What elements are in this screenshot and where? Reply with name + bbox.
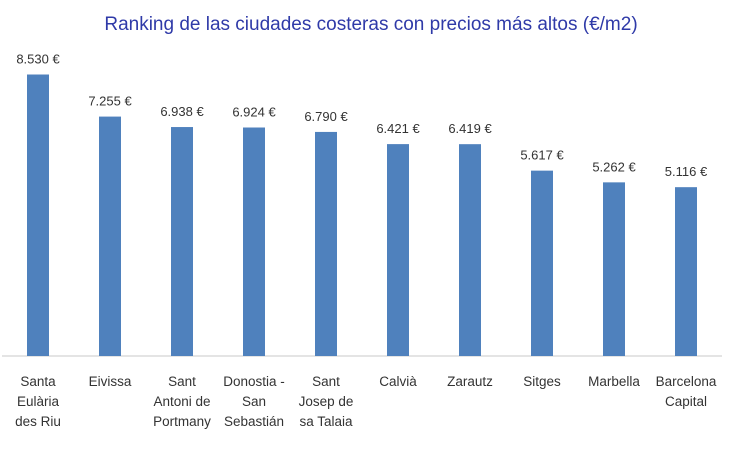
bar	[171, 127, 193, 357]
data-label: 6.419 €	[448, 121, 492, 136]
bar	[459, 144, 481, 356]
bar	[387, 144, 409, 356]
x-tick-label: Sant Josep de sa Talaia	[299, 374, 354, 429]
data-label: 8.530 €	[16, 52, 60, 67]
x-tick-label: Santa Eulària des Riu	[15, 374, 61, 429]
bar	[603, 182, 625, 356]
bar	[27, 74, 49, 356]
bar	[675, 187, 697, 356]
x-tick-label: Zarautz	[447, 374, 493, 389]
data-label: 6.790 €	[304, 109, 348, 124]
bar	[99, 116, 121, 357]
data-label: 5.617 €	[520, 148, 564, 163]
x-tick-label: Calvià	[379, 374, 417, 389]
data-label: 5.116 €	[665, 164, 708, 179]
x-tick-label: Sant Antoni de Portmany	[153, 374, 211, 429]
x-tick-label: Barcelona Capital	[656, 374, 717, 409]
data-label: 6.924 €	[232, 105, 276, 120]
bar	[315, 131, 337, 356]
data-label: 6.938 €	[160, 104, 204, 119]
data-label: 6.421 €	[376, 121, 420, 136]
bar	[531, 170, 553, 356]
chart-title: Ranking de las ciudades costeras con pre…	[104, 14, 638, 35]
data-label: 7.255 €	[88, 94, 132, 109]
x-tick-label: Donostia -San Sebastián	[223, 374, 285, 429]
x-tick-label: Marbella	[588, 374, 640, 389]
data-label: 5.262 €	[592, 159, 636, 174]
x-tick-label: Eivissa	[89, 374, 132, 389]
bar	[243, 127, 265, 357]
x-tick-label: Sitges	[523, 374, 561, 389]
